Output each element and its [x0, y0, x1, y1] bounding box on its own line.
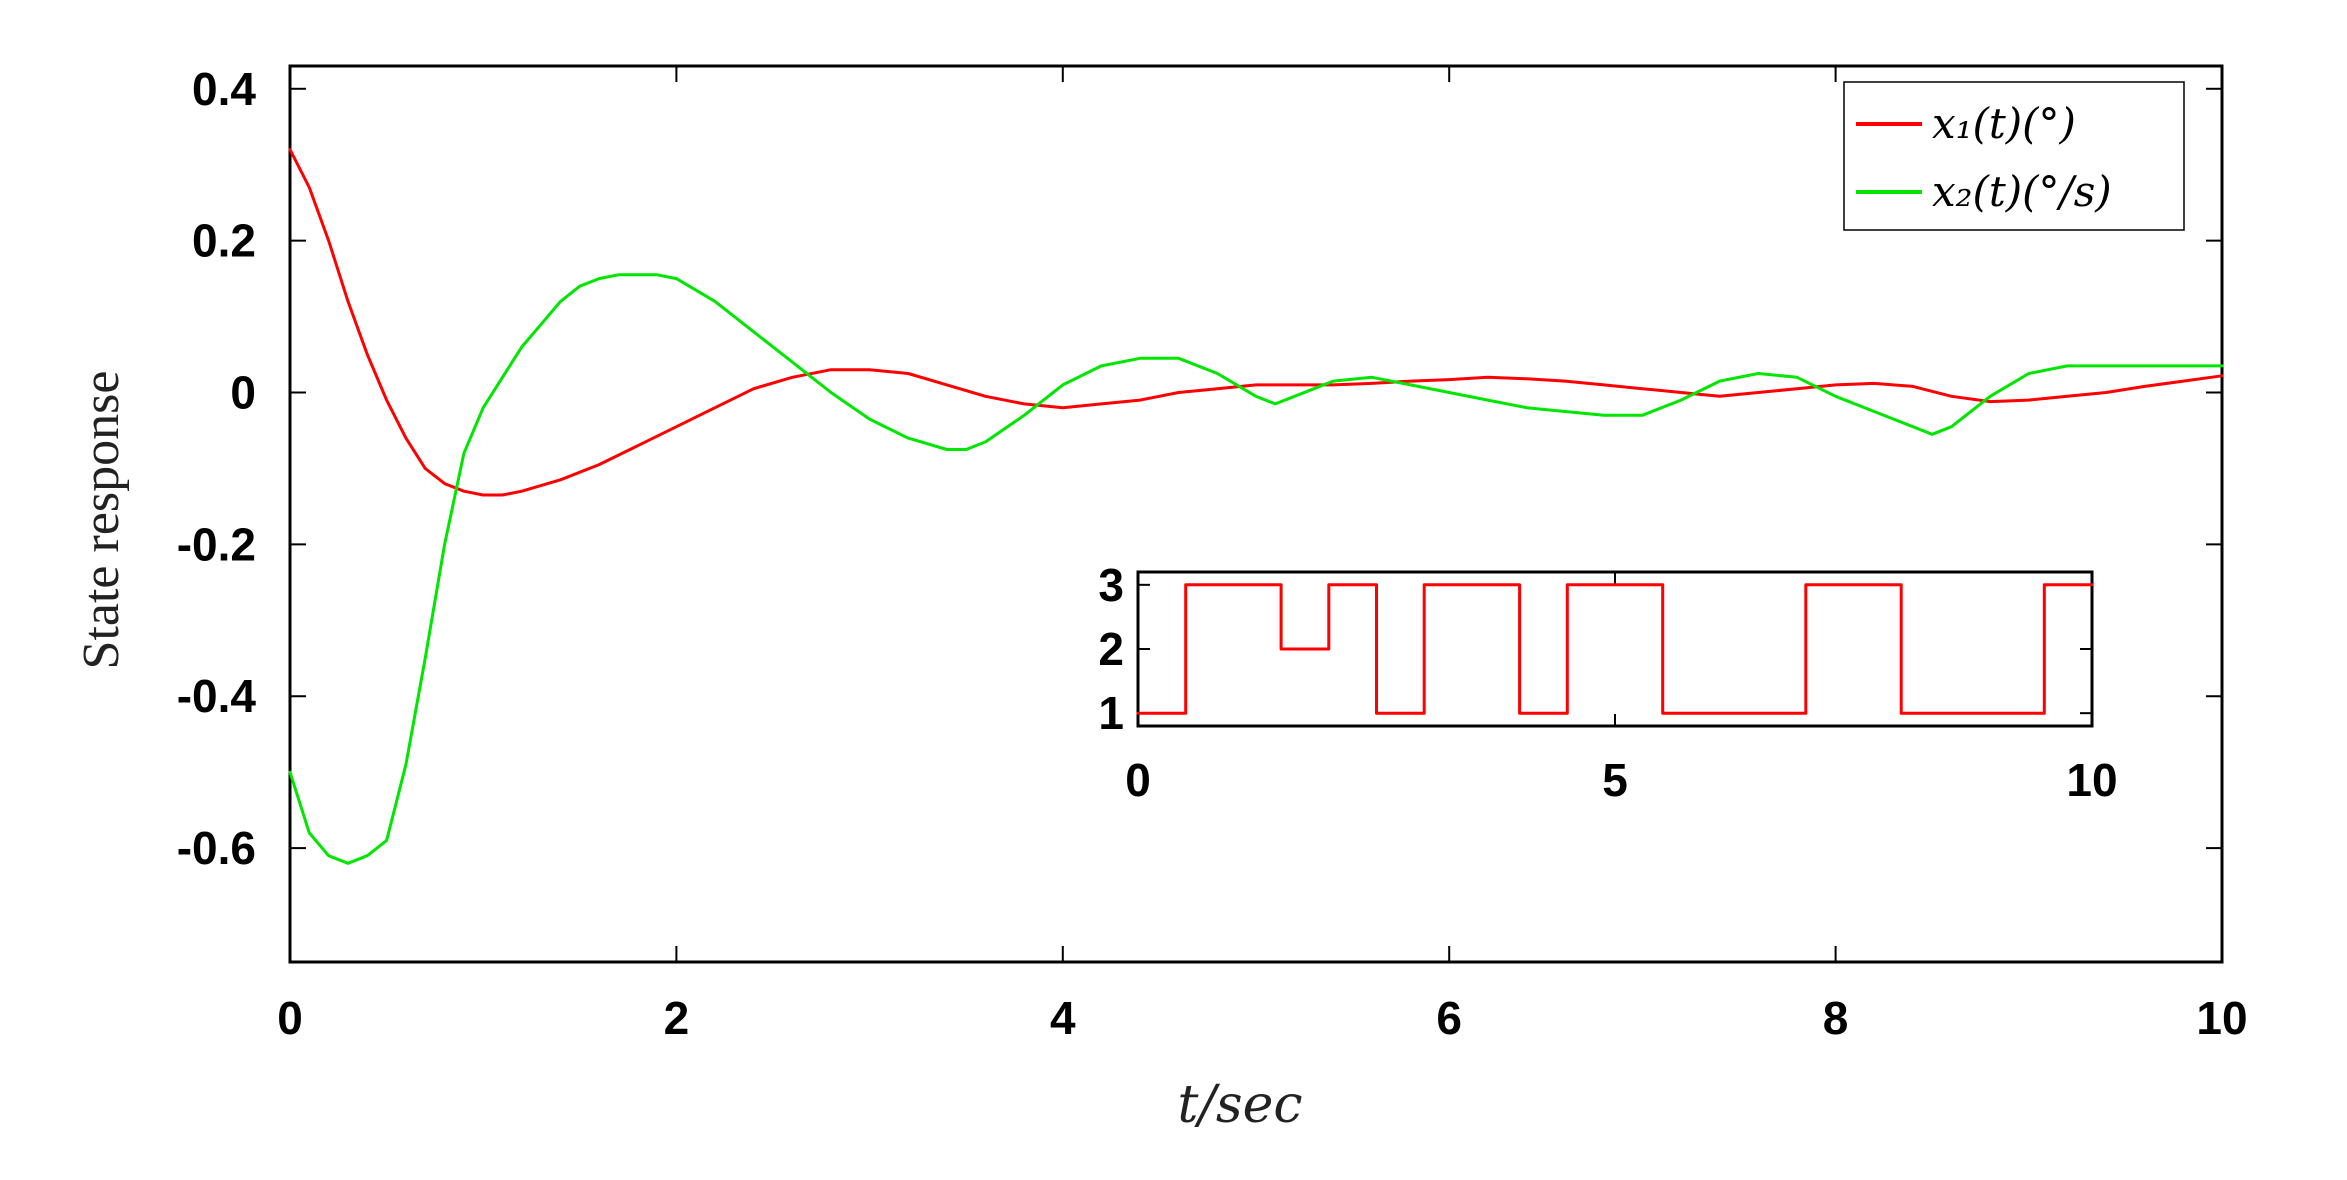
inset-axes: 0 5 10 3 2 1	[1098, 559, 2117, 806]
main-y-tick-label: -0.2	[177, 518, 256, 570]
legend: x₁(t)(°) x₂(t)(°/s)	[1843, 81, 2185, 231]
main-x-tick-label: 0	[277, 992, 303, 1044]
main-y-tick-label: -0.4	[177, 670, 257, 722]
x-axis-title: t/sec	[1178, 1075, 1303, 1135]
inset-y-tick-label: 1	[1098, 687, 1124, 739]
inset-x-tick-label: 10	[2066, 754, 2117, 806]
inset-plot: 0 5 10 3 2 1	[1098, 559, 2117, 806]
main-series	[288, 148, 2224, 865]
inset-x-tick-label: 0	[1125, 754, 1151, 806]
main-y-tick-label: -0.6	[177, 822, 256, 874]
inset-series-line-1	[1136, 583, 2094, 715]
legend-box	[1843, 81, 2185, 231]
inset-y-tick-label: 3	[1098, 559, 1124, 611]
main-x-tick-label: 4	[1050, 992, 1076, 1044]
inset-y-tick-label: 2	[1098, 623, 1124, 675]
legend-label-x2: x₂(t)(°/s)	[1932, 167, 2112, 216]
main-y-tick-label: 0.4	[192, 63, 256, 115]
main-x-tick-label: 2	[664, 992, 690, 1044]
main-series-line-2	[288, 273, 2224, 865]
legend-label-x1: x₁(t)(°)	[1932, 99, 2076, 148]
main-series-line-1	[288, 148, 2224, 497]
inset-x-tick-label: 5	[1602, 754, 1628, 806]
inset-series	[1136, 583, 2094, 715]
main-y-tick-label: 0	[230, 367, 256, 419]
main-y-tick-label: 0.2	[192, 215, 256, 267]
main-x-tick-label: 8	[1823, 992, 1849, 1044]
inset-background	[1130, 560, 2098, 732]
main-axes: 0 2 4 6 8 100.40.20-0.2-0.4-0.6	[177, 63, 2248, 1044]
main-x-tick-label: 6	[1436, 992, 1462, 1044]
main-frame	[288, 64, 2224, 964]
main-x-tick-label: 10	[2196, 992, 2247, 1044]
y-axis-title: State response	[73, 371, 130, 670]
